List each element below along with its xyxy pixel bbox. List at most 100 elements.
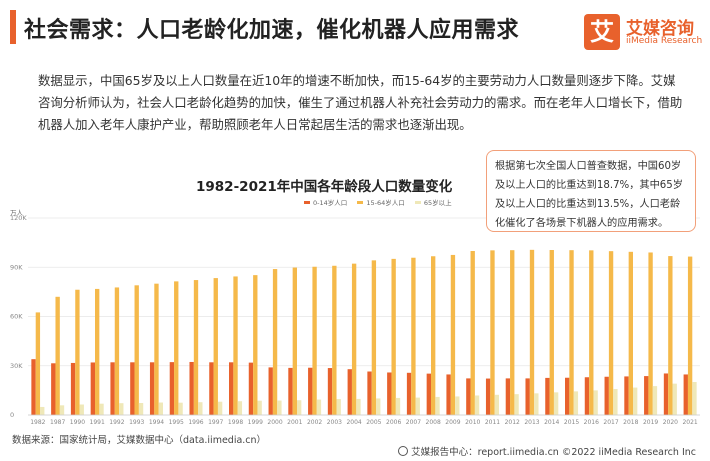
x-tick-label: 2001 [287,419,302,426]
x-tick-label: 2005 [366,419,381,426]
x-tick-label: 1992 [109,419,124,426]
y-tick-label: 30K [10,362,23,370]
x-tick-label: 2021 [682,419,697,426]
bar-1-1991 [95,288,100,415]
bar-0-1987 [51,363,56,415]
bar-1-2000 [272,269,278,415]
bar-2-2017 [613,389,618,415]
brand-logo: 艾 艾媒咨询 iiMedia Research [584,14,704,54]
bar-1-2017 [608,251,614,415]
x-tick-label: 2019 [643,419,658,426]
bar-2-2015 [573,391,579,415]
bar-0-2018 [624,376,629,415]
bar-2-1995 [178,402,183,415]
bar-1-2021 [687,256,693,415]
population-bar-chart: 0 30K 60K 90K 120K 1982 1987 1990 1991 1992 1993 19… [10,214,700,426]
x-tick-label: 1998 [228,419,243,426]
bar-0-1990 [70,362,76,415]
x-tick-label: 1990 [70,419,85,426]
y-tick-label: 120K [10,214,27,222]
bar-1-1996 [193,280,199,415]
page-title: 社会需求：人口老龄化加速，催化机器人应用需求 [24,18,520,43]
bar-2-1993 [138,403,144,415]
bar-1-1999 [253,275,258,415]
bar-1-1992 [114,287,120,415]
y-tick-label: 0 [10,411,14,419]
title-accent-bar [10,10,16,44]
x-tick-label: 2016 [584,419,599,426]
x-tick-label: 1996 [188,419,203,426]
bar-0-2011 [485,378,491,415]
bar-0-1997 [209,362,214,415]
legend-swatch-0-14 [304,201,310,204]
bar-1-2010 [470,250,475,415]
bar-0-2002 [308,367,313,415]
x-tick-label: 2008 [426,419,441,426]
bar-1-2013 [529,249,535,415]
bar-2-2020 [672,383,677,415]
bar-1-2002 [312,266,317,415]
bar-0-2005 [367,371,372,415]
bar-1-2004 [351,263,357,415]
bar-0-2001 [288,367,293,415]
bar-1-2012 [510,250,515,415]
x-tick-label: 2012 [505,419,520,426]
x-tick-label: 2017 [603,419,618,426]
bar-1-1993 [134,285,139,415]
legend-label-15-64: 15-64岁人口 [366,199,405,207]
callout-box: 根据第七次全国人口普查数据，中国60岁及以上人口的比重达到18.7%，其中65岁… [486,150,696,232]
x-tick-label: 2006 [386,419,401,426]
bar-2-2007 [415,397,420,415]
bar-1-1994 [154,283,159,415]
footer: 艾媒报告中心：report.iimedia.cn ©2022 iiMedia R… [398,444,696,458]
y-tick-label: 60K [10,313,23,321]
bar-1-2007 [411,257,416,415]
bar-2-2008 [435,396,440,415]
bar-2-1982 [40,406,45,415]
description-paragraph: 数据显示，中国65岁及以上人口数量在近10年的增速不断加快，而15-64岁的主要… [38,73,683,132]
bar-2-2018 [632,387,638,415]
x-tick-label: 2000 [267,419,282,426]
bar-2-2010 [474,395,480,415]
x-tick-label: 2002 [307,419,322,426]
bar-2-2012 [514,394,519,415]
bar-1-1998 [233,276,238,415]
bar-0-2020 [663,373,669,415]
bar-0-1992 [110,362,115,415]
bar-2-2006 [395,397,401,415]
chart-legend: 0-14岁人口 15-64岁人口 65岁以上 [296,197,452,207]
x-tick-label: 2020 [663,419,678,426]
bar-2-1991 [99,403,104,415]
x-tick-label: 1994 [149,419,164,426]
bar-0-2012 [505,378,511,415]
x-tick-label: 1997 [208,419,223,426]
bar-1-2011 [490,250,495,415]
bar-0-1998 [229,362,234,415]
bar-0-1999 [248,362,254,415]
bar-2-2021 [692,382,697,415]
bar-2-2013 [534,393,539,415]
bar-0-2006 [387,372,392,415]
bar-1-2005 [371,260,377,415]
bar-2-2014 [553,392,559,415]
bar-2-2000 [277,400,282,415]
legend-swatch-65 [414,201,421,204]
bar-1-2009 [450,254,456,415]
bar-1-1987 [55,296,60,415]
x-tick-label: 1993 [129,419,144,426]
bar-0-2014 [545,377,550,415]
bar-2-1998 [237,401,243,415]
bar-2-1997 [217,401,223,415]
bar-1-1982 [35,312,41,415]
bar-1-2008 [431,256,436,415]
x-tick-label: 2018 [623,419,638,426]
x-tick-label: 2009 [445,419,460,426]
x-tick-label: 1982 [30,419,45,426]
bar-0-2003 [327,368,333,415]
bar-0-2004 [347,369,352,415]
bar-1-2001 [292,267,297,415]
x-tick-label: 1991 [90,419,105,426]
bar-0-1991 [90,362,96,415]
x-tick-label: 2013 [524,419,539,426]
bar-2-2005 [376,398,381,415]
